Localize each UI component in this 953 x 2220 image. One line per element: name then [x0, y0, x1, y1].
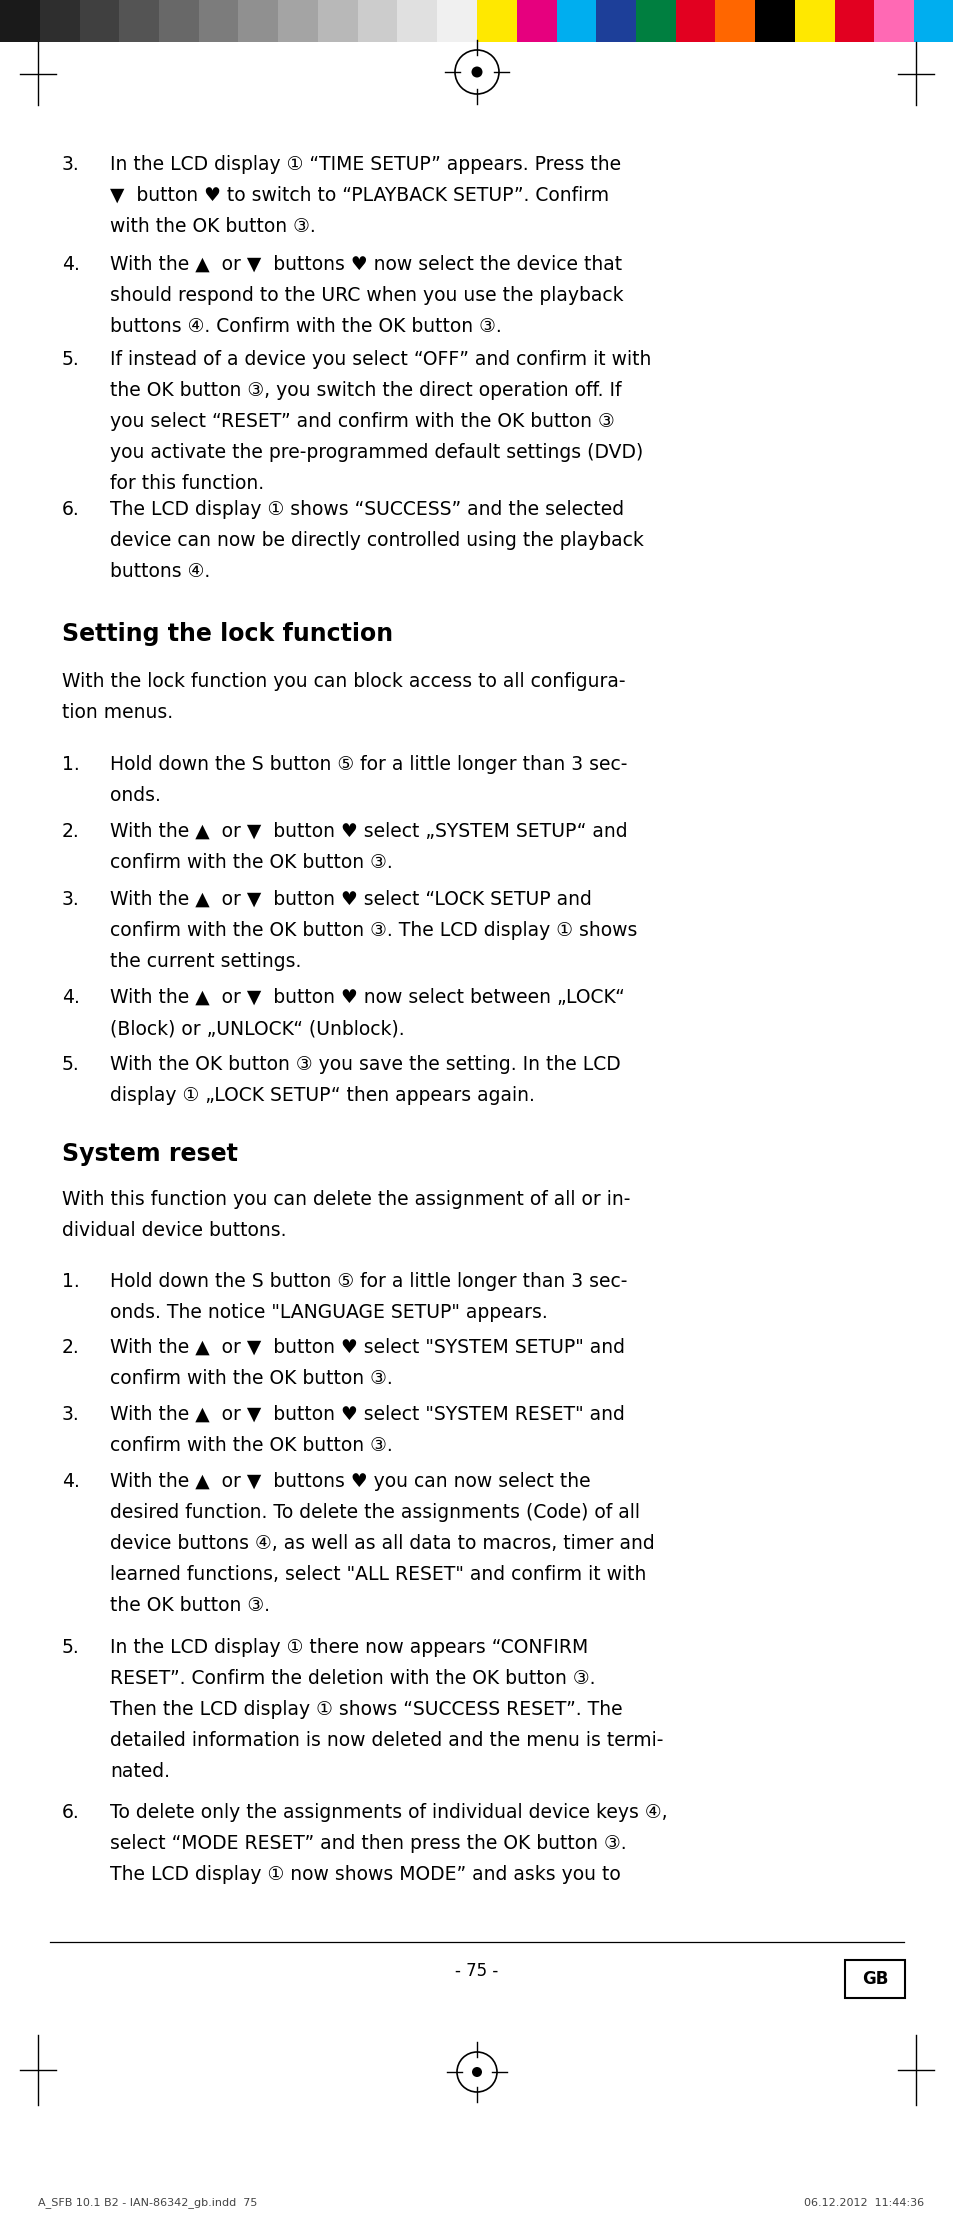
- Bar: [794, 0, 834, 42]
- Text: - 75 -: - 75 -: [455, 1962, 498, 1980]
- Text: learned functions, select "ALL RESET" and confirm it with: learned functions, select "ALL RESET" an…: [110, 1565, 646, 1585]
- Bar: [715, 0, 755, 42]
- Text: With the ▲  or ▼  buttons ♥ now select the device that: With the ▲ or ▼ buttons ♥ now select the…: [110, 255, 621, 273]
- Bar: [40, 0, 79, 42]
- Bar: [517, 0, 556, 42]
- Text: Then the LCD display ① shows “SUCCESS RESET”. The: Then the LCD display ① shows “SUCCESS RE…: [110, 1701, 622, 1718]
- Text: 1.: 1.: [62, 1272, 80, 1292]
- Text: 3.: 3.: [62, 1405, 80, 1423]
- Text: dividual device buttons.: dividual device buttons.: [62, 1221, 286, 1241]
- Text: 4.: 4.: [62, 1472, 80, 1492]
- Text: nated.: nated.: [110, 1763, 170, 1780]
- Text: Hold down the S button ⑤ for a little longer than 3 sec-: Hold down the S button ⑤ for a little lo…: [110, 755, 627, 775]
- Text: confirm with the OK button ③. The LCD display ① shows: confirm with the OK button ③. The LCD di…: [110, 921, 637, 939]
- Bar: [636, 0, 675, 42]
- Text: onds.: onds.: [110, 786, 161, 806]
- Text: buttons ④. Confirm with the OK button ③.: buttons ④. Confirm with the OK button ③.: [110, 317, 501, 335]
- Bar: [596, 0, 636, 42]
- Text: confirm with the OK button ③.: confirm with the OK button ③.: [110, 852, 393, 872]
- Text: detailed information is now deleted and the menu is termi-: detailed information is now deleted and …: [110, 1732, 662, 1749]
- Bar: [675, 0, 715, 42]
- Bar: [238, 0, 278, 42]
- Text: confirm with the OK button ③.: confirm with the OK button ③.: [110, 1370, 393, 1388]
- Text: confirm with the OK button ③.: confirm with the OK button ③.: [110, 1436, 393, 1454]
- Bar: [397, 0, 436, 42]
- Bar: [834, 0, 874, 42]
- Text: the OK button ③, you switch the direct operation off. If: the OK button ③, you switch the direct o…: [110, 382, 620, 400]
- Text: tion menus.: tion menus.: [62, 704, 172, 722]
- Circle shape: [472, 2067, 481, 2078]
- Bar: [874, 0, 913, 42]
- Text: onds. The notice "LANGUAGE SETUP" appears.: onds. The notice "LANGUAGE SETUP" appear…: [110, 1303, 547, 1321]
- Bar: [198, 0, 238, 42]
- Text: Setting the lock function: Setting the lock function: [62, 622, 393, 646]
- Text: With the ▲  or ▼  button ♥ select "SYSTEM RESET" and: With the ▲ or ▼ button ♥ select "SYSTEM …: [110, 1405, 624, 1423]
- Bar: [357, 0, 397, 42]
- Bar: [0, 0, 40, 42]
- Text: 3.: 3.: [62, 890, 80, 908]
- Text: Hold down the S button ⑤ for a little longer than 3 sec-: Hold down the S button ⑤ for a little lo…: [110, 1272, 627, 1292]
- Text: buttons ④.: buttons ④.: [110, 562, 210, 582]
- Text: desired function. To delete the assignments (Code) of all: desired function. To delete the assignme…: [110, 1503, 639, 1523]
- Text: device can now be directly controlled using the playback: device can now be directly controlled us…: [110, 531, 643, 551]
- Text: With the ▲  or ▼  button ♥ select “LOCK SETUP and: With the ▲ or ▼ button ♥ select “LOCK SE…: [110, 890, 591, 908]
- Text: With the lock function you can block access to all configura-: With the lock function you can block acc…: [62, 673, 625, 690]
- Text: 4.: 4.: [62, 255, 80, 273]
- Text: display ① „LOCK SETUP“ then appears again.: display ① „LOCK SETUP“ then appears agai…: [110, 1086, 535, 1106]
- Bar: [317, 0, 357, 42]
- Text: In the LCD display ① “TIME SETUP” appears. Press the: In the LCD display ① “TIME SETUP” appear…: [110, 155, 620, 173]
- Text: With the ▲  or ▼  button ♥ now select between „LOCK“: With the ▲ or ▼ button ♥ now select betw…: [110, 988, 624, 1008]
- Text: 5.: 5.: [62, 351, 80, 369]
- Text: To delete only the assignments of individual device keys ④,: To delete only the assignments of indivi…: [110, 1803, 667, 1823]
- Text: The LCD display ① shows “SUCCESS” and the selected: The LCD display ① shows “SUCCESS” and th…: [110, 500, 623, 519]
- Text: 6.: 6.: [62, 1803, 80, 1823]
- Bar: [159, 0, 198, 42]
- Circle shape: [471, 67, 482, 78]
- Text: With the OK button ③ you save the setting. In the LCD: With the OK button ③ you save the settin…: [110, 1054, 620, 1074]
- Text: In the LCD display ① there now appears “CONFIRM: In the LCD display ① there now appears “…: [110, 1638, 588, 1656]
- Bar: [913, 0, 953, 42]
- Text: ▼  button ♥ to switch to “PLAYBACK SETUP”. Confirm: ▼ button ♥ to switch to “PLAYBACK SETUP”…: [110, 186, 608, 204]
- Text: GB: GB: [861, 1969, 887, 1987]
- Bar: [476, 0, 517, 42]
- Text: System reset: System reset: [62, 1141, 237, 1166]
- Text: should respond to the URC when you use the playback: should respond to the URC when you use t…: [110, 286, 623, 304]
- Text: the current settings.: the current settings.: [110, 952, 301, 970]
- Text: With the ▲  or ▼  button ♥ select „SYSTEM SETUP“ and: With the ▲ or ▼ button ♥ select „SYSTEM …: [110, 821, 627, 841]
- Text: device buttons ④, as well as all data to macros, timer and: device buttons ④, as well as all data to…: [110, 1534, 654, 1554]
- Text: 5.: 5.: [62, 1054, 80, 1074]
- Text: With the ▲  or ▼  button ♥ select "SYSTEM SETUP" and: With the ▲ or ▼ button ♥ select "SYSTEM …: [110, 1339, 624, 1356]
- Text: you activate the pre-programmed default settings (DVD): you activate the pre-programmed default …: [110, 444, 642, 462]
- Text: With this function you can delete the assignment of all or in-: With this function you can delete the as…: [62, 1190, 630, 1210]
- Text: 6.: 6.: [62, 500, 80, 519]
- Bar: [755, 0, 794, 42]
- Bar: [556, 0, 596, 42]
- Text: The LCD display ① now shows MODE” and asks you to: The LCD display ① now shows MODE” and as…: [110, 1865, 620, 1885]
- Text: 4.: 4.: [62, 988, 80, 1008]
- Text: select “MODE RESET” and then press the OK button ③.: select “MODE RESET” and then press the O…: [110, 1834, 626, 1854]
- Text: RESET”. Confirm the deletion with the OK button ③.: RESET”. Confirm the deletion with the OK…: [110, 1669, 595, 1687]
- Bar: [844, 1960, 904, 1998]
- Text: (Block) or „UNLOCK“ (Unblock).: (Block) or „UNLOCK“ (Unblock).: [110, 1019, 404, 1039]
- Text: 1.: 1.: [62, 755, 80, 775]
- Text: 5.: 5.: [62, 1638, 80, 1656]
- Text: the OK button ③.: the OK button ③.: [110, 1596, 270, 1614]
- Bar: [436, 0, 476, 42]
- Bar: [278, 0, 317, 42]
- Text: 2.: 2.: [62, 1339, 80, 1356]
- Text: With the ▲  or ▼  buttons ♥ you can now select the: With the ▲ or ▼ buttons ♥ you can now se…: [110, 1472, 590, 1492]
- Text: A_SFB 10.1 B2 - IAN-86342_gb.indd  75: A_SFB 10.1 B2 - IAN-86342_gb.indd 75: [38, 2198, 257, 2209]
- Text: for this function.: for this function.: [110, 475, 264, 493]
- Text: 06.12.2012  11:44:36: 06.12.2012 11:44:36: [803, 2198, 923, 2209]
- Text: you select “RESET” and confirm with the OK button ③: you select “RESET” and confirm with the …: [110, 413, 614, 431]
- Text: 3.: 3.: [62, 155, 80, 173]
- Bar: [79, 0, 119, 42]
- Text: If instead of a device you select “OFF” and confirm it with: If instead of a device you select “OFF” …: [110, 351, 651, 369]
- Text: with the OK button ③.: with the OK button ③.: [110, 218, 315, 235]
- Text: 2.: 2.: [62, 821, 80, 841]
- Bar: [119, 0, 159, 42]
